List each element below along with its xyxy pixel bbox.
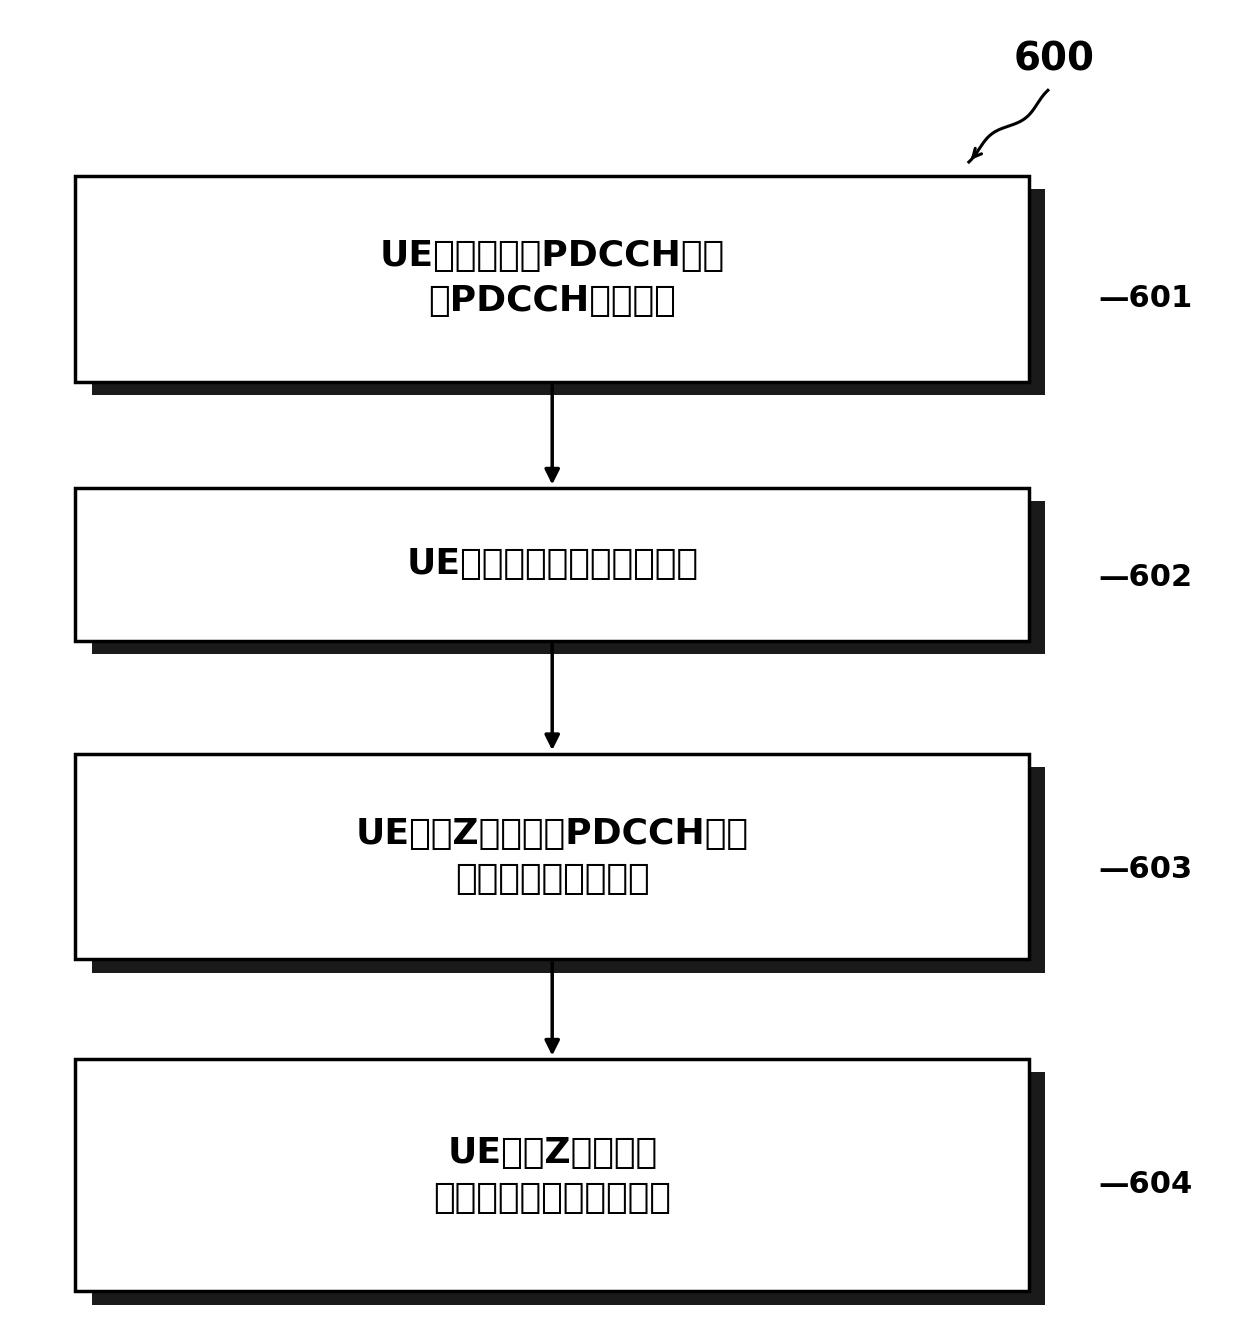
Text: 600: 600 — [1014, 41, 1094, 78]
Text: UE确定Z个时隙的
每个周期重复的跨度模式: UE确定Z个时隙的 每个周期重复的跨度模式 — [433, 1135, 671, 1215]
Bar — [75, 175, 1029, 382]
Bar — [92, 768, 1045, 972]
Bar — [92, 1073, 1045, 1304]
Bar — [75, 489, 1029, 641]
Text: —604: —604 — [1098, 1170, 1192, 1199]
Text: UE报告多时隙PDCCH监视
的PDCCH监视能力: UE报告多时隙PDCCH监视 的PDCCH监视能力 — [380, 239, 725, 319]
Bar — [92, 502, 1045, 655]
Text: —601: —601 — [1098, 284, 1192, 313]
Bar — [92, 189, 1045, 394]
Text: UE接收搜索空间集合的配置: UE接收搜索空间集合的配置 — [407, 547, 698, 582]
Text: —602: —602 — [1098, 563, 1192, 592]
Text: —603: —603 — [1098, 855, 1192, 884]
Text: UE确定Z个时隙的PDCCH监视
持续时间的跨度模式: UE确定Z个时隙的PDCCH监视 持续时间的跨度模式 — [355, 817, 749, 896]
Bar — [75, 753, 1029, 959]
Bar — [75, 1060, 1029, 1291]
